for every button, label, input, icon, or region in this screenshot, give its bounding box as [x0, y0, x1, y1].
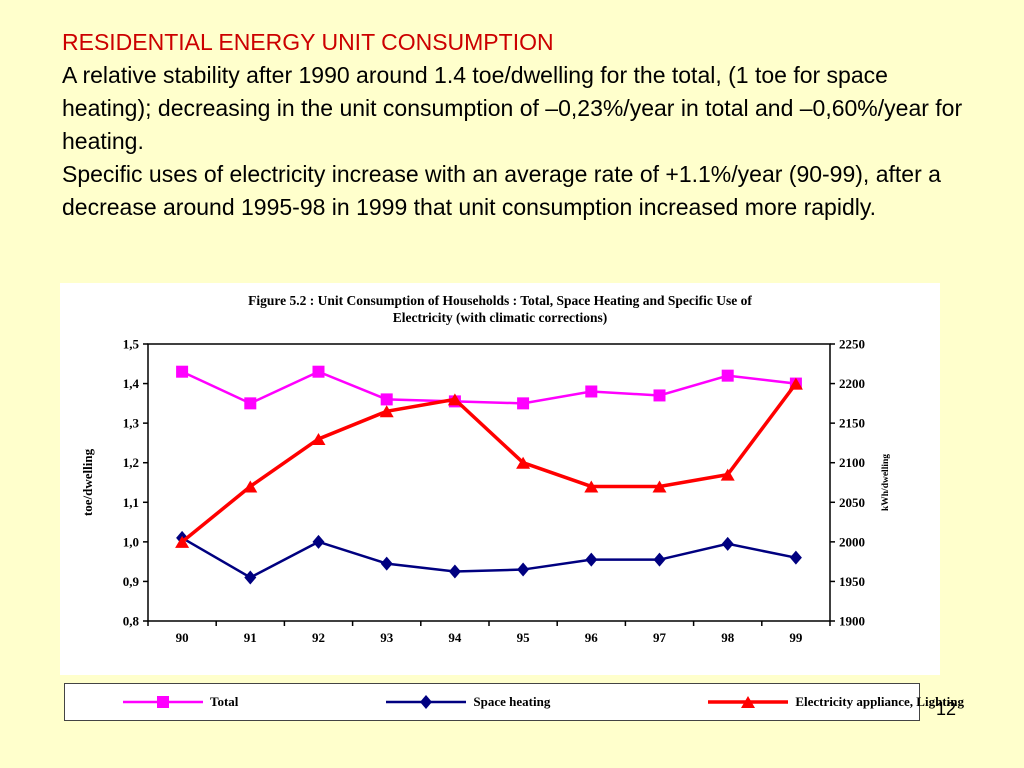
chart-title-line-2: Electricity (with climatic corrections) [392, 310, 608, 325]
svg-text:1,1: 1,1 [123, 495, 139, 510]
space-heating-series-marker-icon [386, 695, 467, 709]
svg-text:0,8: 0,8 [123, 614, 140, 629]
svg-text:1,3: 1,3 [123, 416, 140, 431]
svg-text:toe/dwelling: toe/dwelling [80, 448, 95, 516]
chart-panel: Figure 5.2 : Unit Consumption of Househo… [60, 283, 940, 675]
svg-text:93: 93 [380, 630, 394, 645]
svg-text:1,2: 1,2 [123, 455, 139, 470]
svg-text:98: 98 [721, 630, 735, 645]
line-chart: 1,5 2250 1,4 2200 1,3 2150 1,2 2100 1,1 2050 1,0 20… [80, 337, 891, 646]
legend-label-total: Total [210, 694, 239, 709]
slide-heading: RESIDENTIAL ENERGY UNIT CONSUMPTION [62, 29, 554, 55]
legend-entry-total: Total [123, 694, 238, 710]
svg-text:0,9: 0,9 [123, 574, 140, 589]
slide-text-block: RESIDENTIAL ENERGY UNIT CONSUMPTION A re… [62, 26, 974, 224]
legend-entry-space-heating: Space heating [386, 694, 550, 710]
chart-title-line-1: Figure 5.2 : Unit Consumption of Househo… [248, 293, 752, 308]
svg-text:kWh/dwelling: kWh/dwelling [881, 454, 891, 511]
legend-label-electricity: Electricity appliance, Lighting [795, 694, 964, 709]
svg-text:1,0: 1,0 [123, 534, 139, 549]
total-series-marker-icon [123, 696, 203, 708]
svg-text:94: 94 [448, 630, 462, 645]
chart-title: Figure 5.2 : Unit Consumption of Househo… [60, 283, 940, 326]
svg-text:91: 91 [244, 630, 257, 645]
legend-entry-electricity: Electricity appliance, Lighting [708, 694, 964, 710]
svg-text:95: 95 [517, 630, 531, 645]
svg-text:1,5: 1,5 [123, 337, 140, 352]
svg-text:96: 96 [585, 630, 599, 645]
svg-text:1,4: 1,4 [123, 376, 140, 391]
svg-text:1900: 1900 [839, 614, 865, 629]
slide-paragraph-2: Specific uses of electricity increase wi… [62, 161, 941, 220]
svg-text:90: 90 [176, 630, 189, 645]
svg-text:2200: 2200 [839, 376, 865, 391]
slide-paragraph-1: A relative stability after 1990 around 1… [62, 62, 963, 154]
svg-text:99: 99 [789, 630, 803, 645]
svg-text:2000: 2000 [839, 534, 865, 549]
svg-text:97: 97 [653, 630, 667, 645]
svg-text:2250: 2250 [839, 337, 865, 352]
svg-text:1950: 1950 [839, 574, 865, 589]
svg-text:2100: 2100 [839, 455, 865, 470]
page-number: 12 [936, 699, 957, 719]
svg-text:92: 92 [312, 630, 325, 645]
chart-legend: Total Space heating Electricity applianc… [64, 683, 964, 721]
svg-text:2150: 2150 [839, 416, 865, 431]
electricity-series-marker-icon [708, 696, 789, 708]
legend-label-space-heating: Space heating [473, 694, 551, 709]
svg-text:2050: 2050 [839, 495, 865, 510]
